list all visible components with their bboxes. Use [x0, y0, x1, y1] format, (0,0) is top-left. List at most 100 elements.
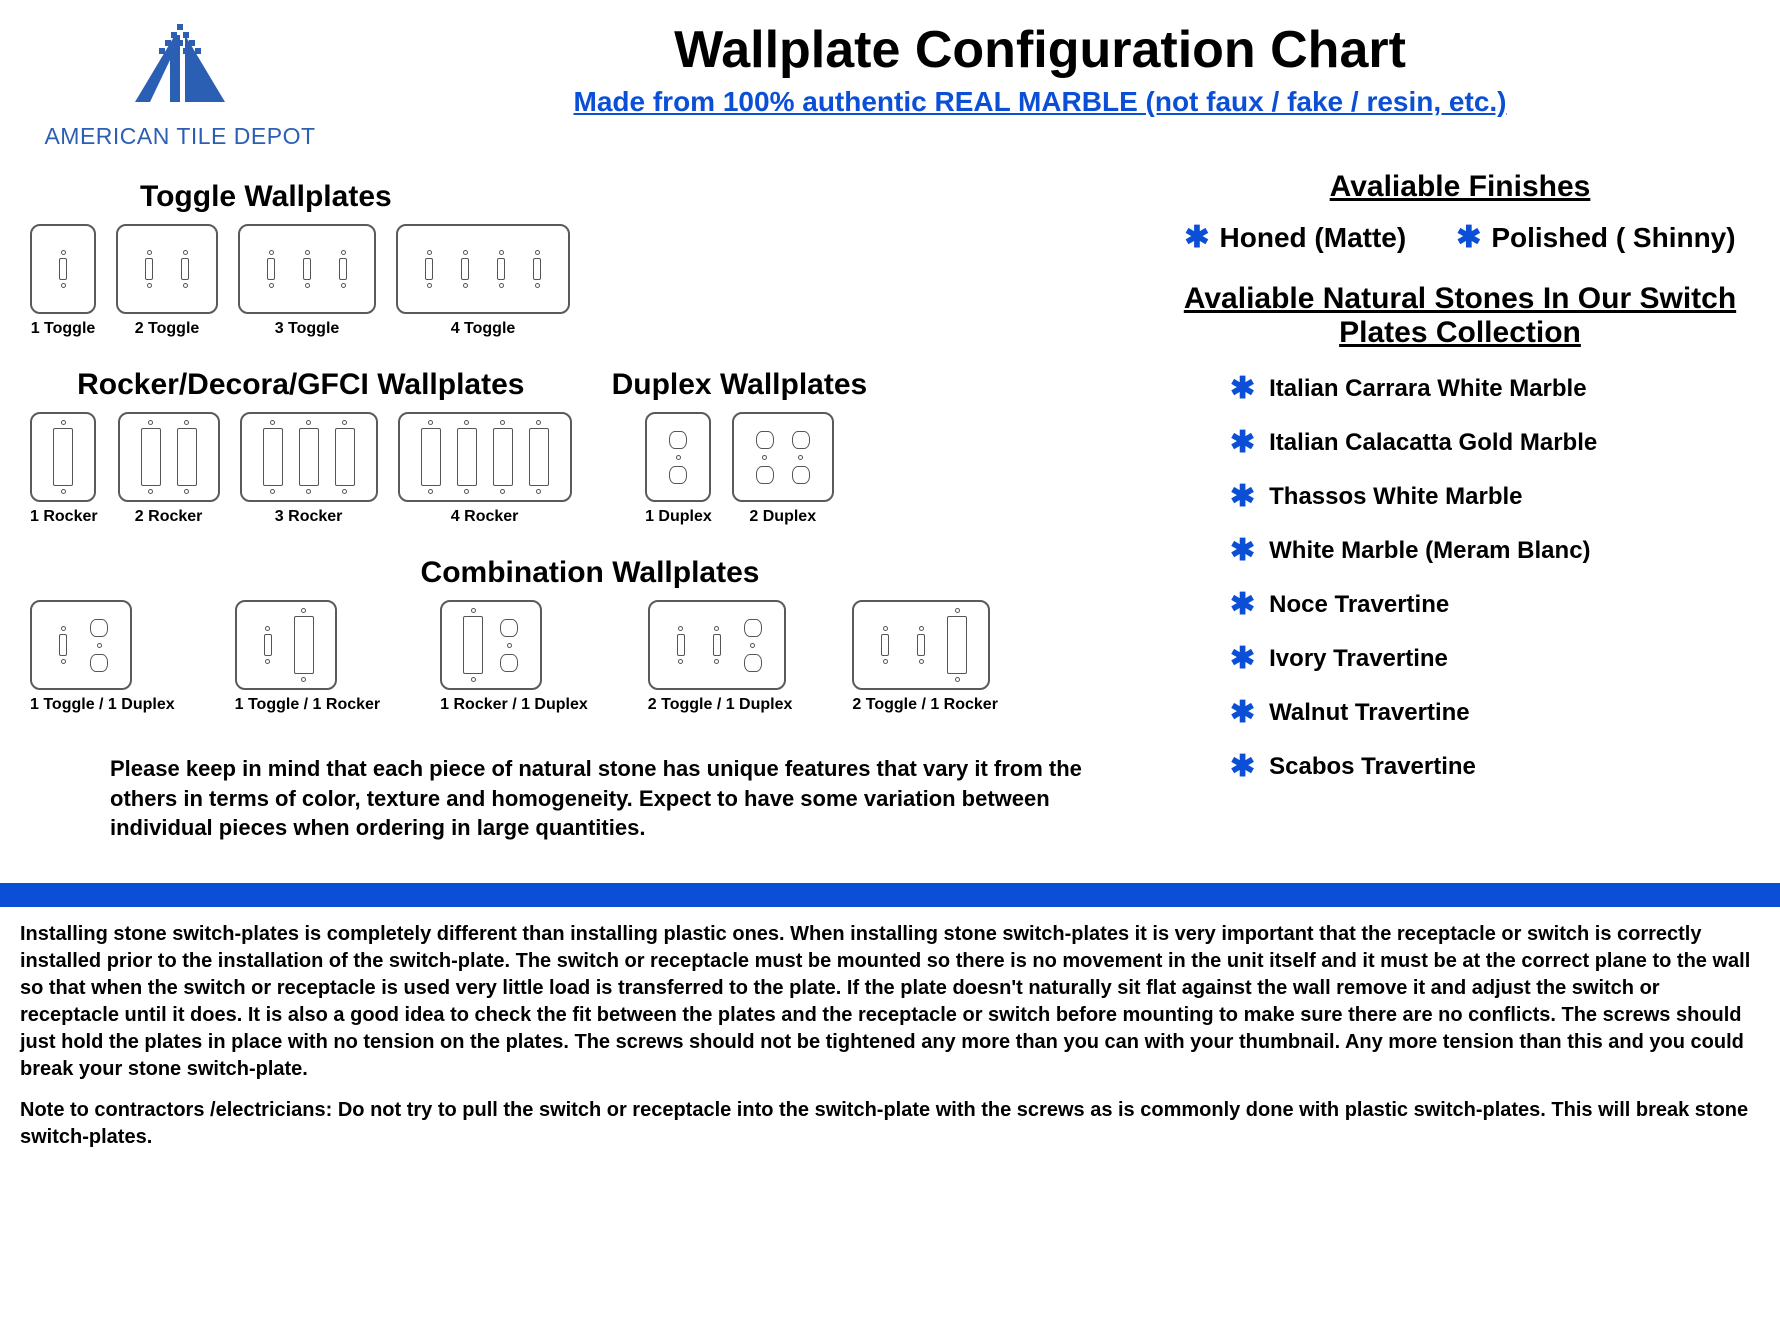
finish-label: Honed (Matte): [1220, 222, 1407, 254]
wallplate-item: 1 Rocker: [30, 412, 98, 526]
stone-label: Walnut Travertine: [1269, 699, 1469, 727]
left-column: Toggle Wallplates 1 Toggle 2 Toggle 3 To…: [30, 170, 1150, 853]
content-row: Toggle Wallplates 1 Toggle 2 Toggle 3 To…: [0, 160, 1780, 873]
brand-logo: AMERICAN TILE DEPOT: [30, 20, 330, 150]
wallplate-diagram: [398, 412, 572, 502]
wallplate-item: 1 Toggle / 1 Rocker: [235, 600, 381, 714]
finishes-row: ✱ Honed (Matte) ✱ Polished ( Shinny): [1170, 222, 1750, 254]
star-icon: ✱: [1456, 223, 1481, 253]
stone-item: ✱ Ivory Travertine: [1230, 644, 1750, 674]
rocker-subsection: Rocker/Decora/GFCI Wallplates 1 Rocker 2…: [30, 358, 572, 546]
wallplate-diagram: [648, 600, 786, 690]
duplex-subsection: Duplex Wallplates 1 Duplex 2 Duplex: [612, 358, 868, 546]
right-column: Avaliable Finishes ✱ Honed (Matte) ✱ Pol…: [1150, 170, 1750, 853]
wallplate-diagram: [235, 600, 337, 690]
duplex-section-title: Duplex Wallplates: [612, 368, 868, 402]
wallplate-item: 2 Toggle / 1 Duplex: [648, 600, 793, 714]
wallplate-diagram: [396, 224, 570, 314]
stone-label: White Marble (Meram Blanc): [1269, 537, 1590, 565]
wallplate-diagram: [645, 412, 711, 502]
stone-item: ✱ Walnut Travertine: [1230, 698, 1750, 728]
wallplate-label: 2 Rocker: [118, 508, 220, 526]
rocker-row: 1 Rocker 2 Rocker 3 Rocker 4 Rocker: [30, 412, 572, 526]
star-icon: ✱: [1230, 374, 1255, 404]
toggle-row: 1 Toggle 2 Toggle 3 Toggle 4 Toggle: [30, 224, 1150, 338]
wallplate-diagram: [852, 600, 990, 690]
star-icon: ✱: [1230, 590, 1255, 620]
star-icon: ✱: [1230, 698, 1255, 728]
stone-item: ✱ Italian Carrara White Marble: [1230, 374, 1750, 404]
page: AMERICAN TILE DEPOT Wallplate Configurat…: [0, 0, 1780, 1179]
wallplate-diagram: [440, 600, 542, 690]
wallplate-label: 2 Toggle / 1 Rocker: [852, 696, 998, 714]
stone-item: ✱ Thassos White Marble: [1230, 482, 1750, 512]
wallplate-diagram: [30, 224, 96, 314]
wallplate-diagram: [732, 412, 834, 502]
stone-item: ✱ Italian Calacatta Gold Marble: [1230, 428, 1750, 458]
wallplate-item: 1 Rocker / 1 Duplex: [440, 600, 588, 714]
wallplate-label: 4 Rocker: [398, 508, 572, 526]
wallplate-diagram: [240, 412, 378, 502]
wallplate-label: 3 Rocker: [240, 508, 378, 526]
wallplate-item: 2 Toggle / 1 Rocker: [852, 600, 998, 714]
header-row: AMERICAN TILE DEPOT Wallplate Configurat…: [0, 0, 1780, 160]
wallplate-diagram: [238, 224, 376, 314]
stone-item: ✱ White Marble (Meram Blanc): [1230, 536, 1750, 566]
star-icon: ✱: [1184, 223, 1209, 253]
stone-label: Italian Carrara White Marble: [1269, 375, 1586, 403]
wallplate-label: 2 Duplex: [732, 508, 834, 526]
wallplate-label: 4 Toggle: [396, 320, 570, 338]
wallplate-diagram: [116, 224, 218, 314]
stone-label: Thassos White Marble: [1269, 483, 1522, 511]
star-icon: ✱: [1230, 536, 1255, 566]
wallplate-label: 1 Toggle / 1 Duplex: [30, 696, 175, 714]
wallplate-item: 3 Rocker: [240, 412, 378, 526]
subtitle-link[interactable]: Made from 100% authentic REAL MARBLE (no…: [574, 86, 1507, 118]
wallplate-item: 2 Duplex: [732, 412, 834, 526]
install-paragraph-1: Installing stone switch-plates is comple…: [20, 921, 1760, 1083]
finish-item: ✱ Honed (Matte): [1184, 222, 1406, 254]
logo-icon: [125, 20, 235, 110]
combo-section-title: Combination Wallplates: [30, 556, 1150, 590]
rocker-section-title: Rocker/Decora/GFCI Wallplates: [30, 368, 572, 402]
star-icon: ✱: [1230, 644, 1255, 674]
combo-row: 1 Toggle / 1 Duplex 1 Toggle / 1 Rocker …: [30, 600, 1150, 714]
wallplate-label: 1 Rocker: [30, 508, 98, 526]
duplex-row: 1 Duplex 2 Duplex: [612, 412, 868, 526]
finish-label: Polished ( Shinny): [1491, 222, 1735, 254]
stone-item: ✱ Noce Travertine: [1230, 590, 1750, 620]
page-title: Wallplate Configuration Chart: [330, 20, 1750, 80]
wallplate-item: 2 Rocker: [118, 412, 220, 526]
wallplate-label: 1 Duplex: [645, 508, 712, 526]
stone-label: Italian Calacatta Gold Marble: [1269, 429, 1597, 457]
finishes-title: Avaliable Finishes: [1170, 170, 1750, 204]
wallplate-item: 3 Toggle: [238, 224, 376, 338]
wallplate-label: 1 Toggle: [30, 320, 96, 338]
wallplate-item: 1 Duplex: [645, 412, 712, 526]
wallplate-label: 3 Toggle: [238, 320, 376, 338]
wallplate-label: 2 Toggle / 1 Duplex: [648, 696, 793, 714]
stones-list: ✱ Italian Carrara White Marble ✱ Italian…: [1170, 374, 1750, 782]
disclaimer-text: Please keep in mind that each piece of n…: [30, 734, 1150, 853]
star-icon: ✱: [1230, 752, 1255, 782]
stones-title: Avaliable Natural Stones In Our Switch P…: [1170, 282, 1750, 350]
wallplate-diagram: [30, 600, 132, 690]
brand-name: AMERICAN TILE DEPOT: [30, 123, 330, 150]
wallplate-label: 1 Toggle / 1 Rocker: [235, 696, 381, 714]
wallplate-item: 4 Toggle: [396, 224, 570, 338]
wallplate-diagram: [118, 412, 220, 502]
wallplate-item: 1 Toggle: [30, 224, 96, 338]
wallplate-label: 1 Rocker / 1 Duplex: [440, 696, 588, 714]
star-icon: ✱: [1230, 482, 1255, 512]
wallplate-item: 2 Toggle: [116, 224, 218, 338]
install-text: Installing stone switch-plates is comple…: [0, 921, 1780, 1179]
wallplate-diagram: [30, 412, 96, 502]
toggle-section-title: Toggle Wallplates: [30, 180, 1150, 214]
stone-label: Scabos Travertine: [1269, 753, 1476, 781]
header-titles: Wallplate Configuration Chart Made from …: [330, 20, 1750, 150]
wallplate-item: 4 Rocker: [398, 412, 572, 526]
stone-label: Ivory Travertine: [1269, 645, 1448, 673]
stone-item: ✱ Scabos Travertine: [1230, 752, 1750, 782]
install-paragraph-2: Note to contractors /electricians: Do no…: [20, 1097, 1760, 1151]
divider-bar: [0, 883, 1780, 907]
